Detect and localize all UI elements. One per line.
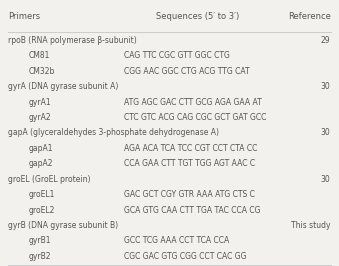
- Text: CM81: CM81: [29, 51, 50, 60]
- Text: CTC GTC ACG CAG CGC GCT GAT GCC: CTC GTC ACG CAG CGC GCT GAT GCC: [124, 113, 266, 122]
- Text: gyrA2: gyrA2: [29, 113, 52, 122]
- Text: groEL2: groEL2: [29, 206, 55, 215]
- Text: CCA GAA CTT TGT TGG AGT AAC C: CCA GAA CTT TGT TGG AGT AAC C: [124, 159, 255, 168]
- Text: gyrB (DNA gyrase subunit B): gyrB (DNA gyrase subunit B): [8, 221, 119, 230]
- Text: Primers: Primers: [8, 12, 41, 21]
- Text: Reference: Reference: [288, 12, 331, 21]
- Text: CM32b: CM32b: [29, 67, 55, 76]
- Text: ATG AGC GAC CTT GCG AGA GAA AT: ATG AGC GAC CTT GCG AGA GAA AT: [124, 98, 261, 107]
- Text: Sequences (5′ to 3′): Sequences (5′ to 3′): [156, 12, 239, 21]
- Text: This study: This study: [291, 221, 331, 230]
- Text: gapA1: gapA1: [29, 144, 53, 153]
- Text: CGC GAC GTG CGG CCT CAC GG: CGC GAC GTG CGG CCT CAC GG: [124, 252, 246, 261]
- Text: gapA2: gapA2: [29, 159, 53, 168]
- Text: gyrB2: gyrB2: [29, 252, 51, 261]
- Text: 30: 30: [321, 175, 331, 184]
- Text: 29: 29: [321, 36, 331, 45]
- Text: gyrA1: gyrA1: [29, 98, 52, 107]
- Text: CGG AAC GGC CTG ACG TTG CAT: CGG AAC GGC CTG ACG TTG CAT: [124, 67, 250, 76]
- Text: groEL1: groEL1: [29, 190, 55, 199]
- Text: GAC GCT CGY GTR AAA ATG CTS C: GAC GCT CGY GTR AAA ATG CTS C: [124, 190, 255, 199]
- Text: gyrB1: gyrB1: [29, 236, 51, 246]
- Text: AGA ACA TCA TCC CGT CCT CTA CC: AGA ACA TCA TCC CGT CCT CTA CC: [124, 144, 257, 153]
- Text: GCC TCG AAA CCT TCA CCA: GCC TCG AAA CCT TCA CCA: [124, 236, 229, 246]
- Text: gapA (glyceraldehydes 3-phosphate dehydrogenase A): gapA (glyceraldehydes 3-phosphate dehydr…: [8, 128, 219, 138]
- Text: CAG TTC CGC GTT GGC CTG: CAG TTC CGC GTT GGC CTG: [124, 51, 230, 60]
- Text: groEL (GroEL protein): groEL (GroEL protein): [8, 175, 91, 184]
- Text: 30: 30: [321, 128, 331, 138]
- Text: 30: 30: [321, 82, 331, 91]
- Text: GCA GTG CAA CTT TGA TAC CCA CG: GCA GTG CAA CTT TGA TAC CCA CG: [124, 206, 260, 215]
- Text: gyrA (DNA gyrase subunit A): gyrA (DNA gyrase subunit A): [8, 82, 119, 91]
- Text: rpoB (RNA polymerase β-subunit): rpoB (RNA polymerase β-subunit): [8, 36, 137, 45]
